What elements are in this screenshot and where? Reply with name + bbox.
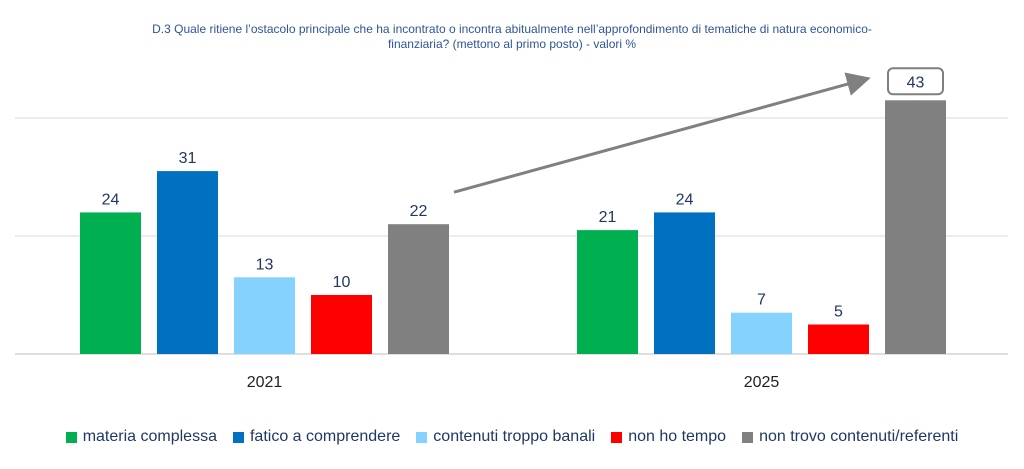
legend-item: materia complessa [65, 428, 217, 446]
bar-chart: D.3 Quale ritiene l’ostacolo principale … [15, 22, 1008, 391]
bar [234, 277, 295, 354]
legend-label: contenuti troppo banali [433, 428, 596, 445]
data-label: 31 [179, 150, 197, 167]
legend-swatch [416, 431, 428, 443]
category-label: 2025 [744, 374, 780, 391]
legend-swatch [65, 431, 77, 443]
legend-item: non ho tempo [611, 428, 726, 446]
legend-item: contenuti troppo banali [416, 428, 595, 446]
bar [157, 171, 218, 354]
data-label: 43 [907, 74, 925, 91]
bar [80, 212, 141, 354]
data-label: 24 [676, 191, 694, 208]
chart-title-line-2: finanziaria? (mettono al primo posto) - … [388, 37, 636, 51]
chart-title-line-1: D.3 Quale ritiene l’ostacolo principale … [152, 22, 872, 36]
legend-swatch [611, 431, 623, 443]
bar [808, 324, 869, 354]
bar [654, 212, 715, 354]
data-label: 10 [333, 274, 351, 291]
bar [388, 224, 449, 354]
bar [885, 100, 946, 354]
legend-label: fatico a comprendere [249, 428, 401, 445]
category-label: 2021 [247, 374, 283, 391]
bar [577, 230, 638, 354]
trend-arrow [453, 72, 871, 194]
legend-label: non trovo contenuti/referenti [759, 428, 959, 445]
legend-label: non ho tempo [628, 428, 727, 445]
bar [311, 295, 372, 354]
chart-legend: materia complessa fatico a comprendere con… [0, 426, 1024, 448]
data-label: 24 [102, 191, 120, 208]
legend-item: fatico a comprendere [232, 428, 401, 446]
data-label: 7 [757, 292, 766, 309]
legend-label: materia complessa [82, 428, 217, 445]
bar [731, 312, 792, 354]
legend-swatch [742, 431, 754, 443]
data-label: 5 [834, 304, 843, 321]
legend-swatch [232, 431, 244, 443]
data-label: 13 [256, 256, 274, 273]
highlight-label-box [887, 67, 944, 96]
data-label: 22 [410, 203, 428, 220]
legend-item: non trovo contenuti/referenti [742, 428, 958, 446]
data-label: 21 [599, 209, 617, 226]
